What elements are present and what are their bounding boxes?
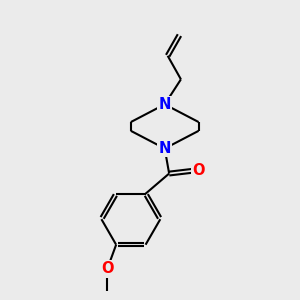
- Text: N: N: [158, 97, 171, 112]
- Text: N: N: [158, 141, 171, 156]
- Text: O: O: [192, 163, 205, 178]
- Text: O: O: [101, 261, 114, 276]
